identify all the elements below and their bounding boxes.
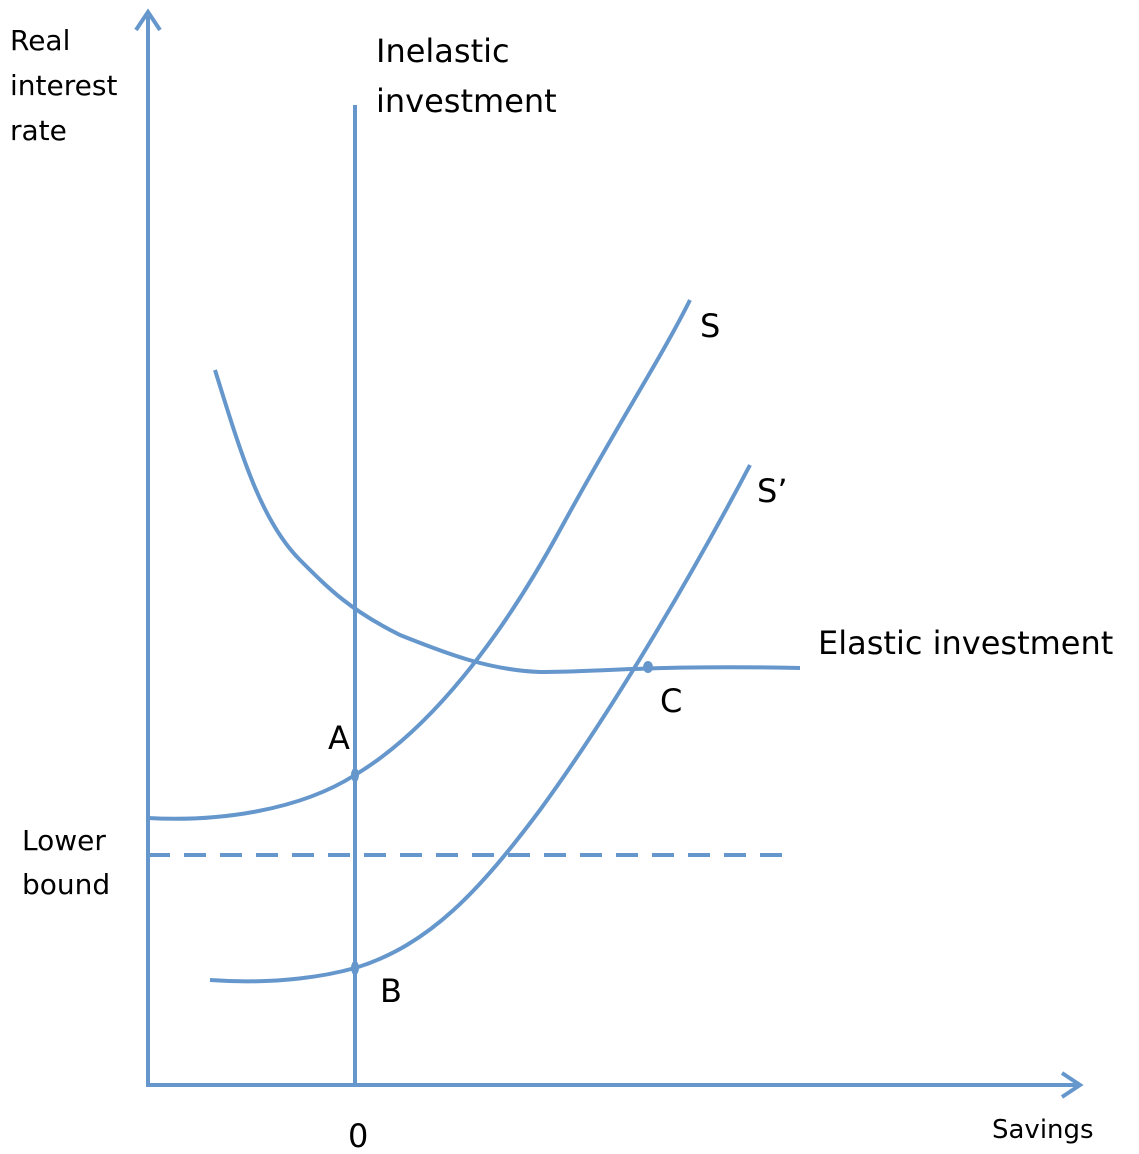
point-c (643, 661, 653, 673)
s-curve (147, 299, 692, 821)
curve-label: Inelastic (376, 32, 510, 70)
y-label: rate (10, 114, 67, 147)
elastic-investment-curve (213, 369, 801, 675)
curve-label: investment (376, 82, 557, 120)
y-label: interest (10, 69, 117, 102)
point-label: A (328, 719, 350, 757)
point-label: B (380, 972, 402, 1010)
curve-label: S’ (757, 472, 787, 510)
point-a (351, 768, 359, 782)
point-b (351, 961, 359, 975)
origin-label: 0 (348, 1117, 368, 1154)
y-label: Real (10, 24, 70, 57)
x-axis-arrow (1060, 1071, 1084, 1099)
s-prime-curve (209, 464, 752, 984)
point-label: C (660, 682, 682, 720)
curve-label: Elastic investment (818, 624, 1113, 662)
lower-bound-label: bound (22, 868, 110, 901)
x-label: Savings (992, 1115, 1094, 1145)
curve-label: S (700, 307, 720, 345)
y-axis-arrow (134, 8, 162, 32)
lower-bound-label: Lower (22, 824, 106, 857)
